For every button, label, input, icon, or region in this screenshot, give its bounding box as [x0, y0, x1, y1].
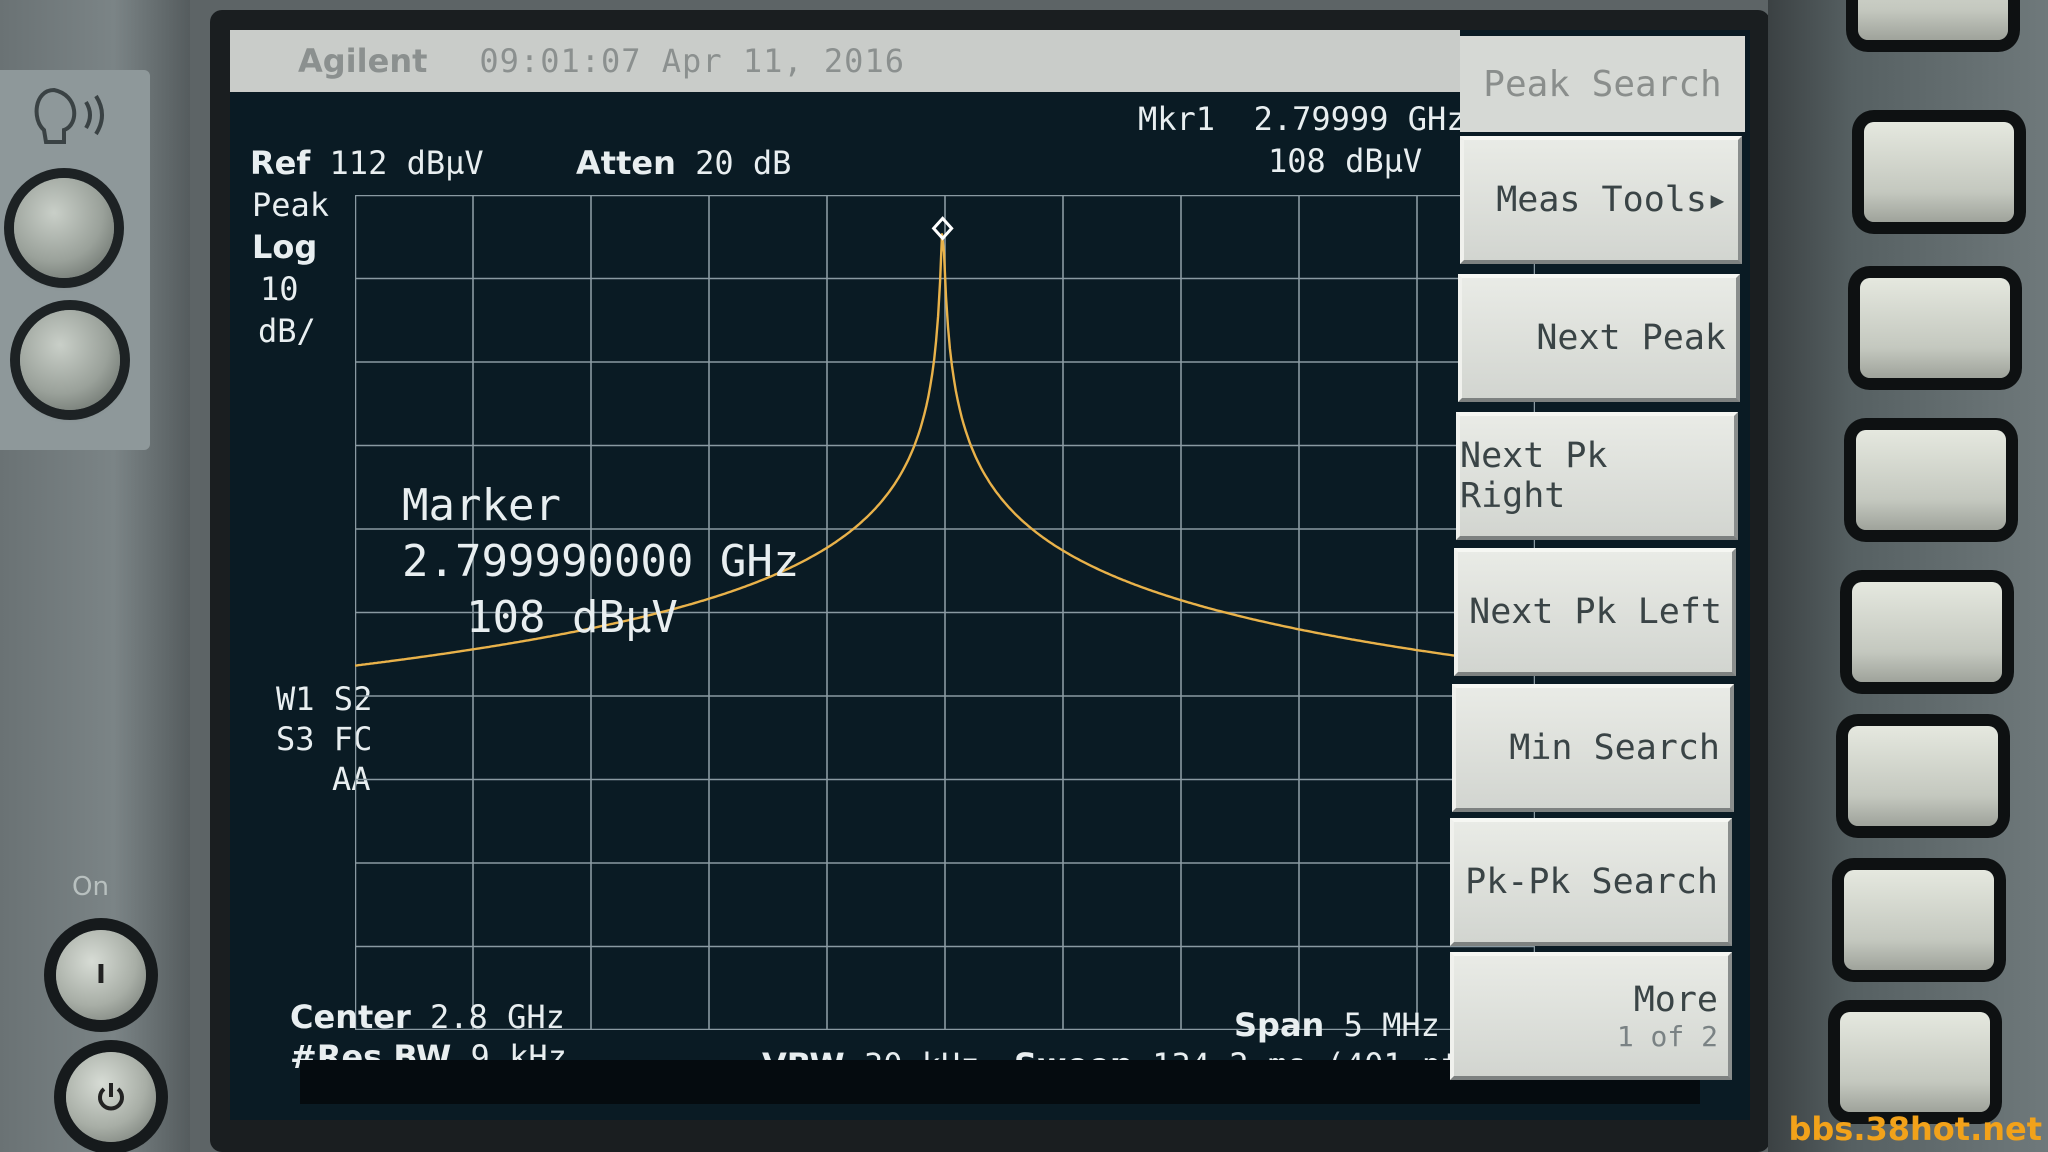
softkey-min-search[interactable]: Min Search: [1452, 684, 1734, 812]
softkey-meas-tools[interactable]: Meas Tools▸: [1460, 136, 1742, 264]
standby-power-button[interactable]: [66, 1052, 156, 1142]
power-on-icon: I: [96, 960, 106, 990]
softkey-menu: Peak Search Meas Tools▸ Next Peak Next P…: [1450, 36, 1750, 1096]
instrument-right-bezel: [1768, 0, 2048, 1152]
graticule-grid: [355, 195, 1535, 1030]
front-panel-knob-lower[interactable]: [20, 310, 120, 410]
softkey-next-pk-right[interactable]: Next Pk Right: [1456, 412, 1738, 540]
marker-box-title: Marker: [402, 480, 561, 531]
marker-readout-frequency: Mkr1 2.79999 GHz: [1138, 100, 1466, 138]
marker-box-frequency: 2.799990000 GHz: [402, 536, 800, 587]
ref-level: Ref 112 dBµV: [250, 144, 484, 182]
instrument-left-bezel: On I: [0, 0, 190, 1152]
span: Span 5 MHz: [1234, 1006, 1440, 1044]
watermark: bbs.38hot.net: [1788, 1110, 2042, 1148]
title-bar: Agilent 09:01:07 Apr 11, 2016: [230, 30, 1460, 92]
scale-value-label: 10: [260, 270, 299, 308]
hw-softkey-0[interactable]: [1858, 0, 2008, 40]
datetime-label: 09:01:07 Apr 11, 2016: [479, 42, 905, 80]
softkey-next-pk-left[interactable]: Next Pk Left: [1454, 548, 1736, 676]
hw-softkey-3[interactable]: [1856, 430, 2006, 530]
hw-softkey-7[interactable]: [1840, 1012, 1990, 1112]
marker-box-amplitude: 108 dBµV: [466, 592, 678, 643]
trace-annotation-1: W1 S2: [276, 680, 373, 718]
hw-softkey-4[interactable]: [1852, 582, 2002, 682]
hw-softkey-2[interactable]: [1860, 278, 2010, 378]
trace-annotation-2: S3 FC: [276, 720, 373, 758]
softkey-next-peak[interactable]: Next Peak: [1458, 274, 1740, 402]
marker-1-diamond: [931, 216, 954, 241]
marker-readout-amplitude: 108 dBµV: [1268, 142, 1423, 180]
spectrum-trace: [355, 233, 1535, 668]
detector-label: Peak: [252, 186, 330, 224]
front-panel-knob-upper[interactable]: [14, 178, 114, 278]
speaker-icon: [34, 87, 104, 144]
analyzer-display: Agilent 09:01:07 Apr 11, 2016 Mkr1 2.799…: [230, 30, 1750, 1120]
on-label: On: [72, 872, 109, 902]
hw-softkey-6[interactable]: [1844, 870, 1994, 970]
softkey-pk-pk-search[interactable]: Pk-Pk Search: [1450, 818, 1732, 946]
softkey-more[interactable]: More 1 of 2: [1450, 952, 1732, 1080]
line-on-button[interactable]: I: [56, 930, 146, 1020]
scale-type-label: Log: [252, 228, 318, 266]
brand-label: Agilent: [298, 42, 428, 80]
hw-softkey-5[interactable]: [1848, 726, 1998, 826]
spectrum-graticule: [355, 195, 1535, 1030]
center-frequency: Center 2.8 GHz: [290, 998, 565, 1036]
hw-softkey-1[interactable]: [1864, 122, 2014, 222]
attenuation: Atten 20 dB: [576, 144, 792, 182]
power-icon: [98, 1083, 124, 1111]
scale-unit-label: dB/: [258, 312, 316, 350]
menu-title: Peak Search: [1460, 36, 1745, 132]
